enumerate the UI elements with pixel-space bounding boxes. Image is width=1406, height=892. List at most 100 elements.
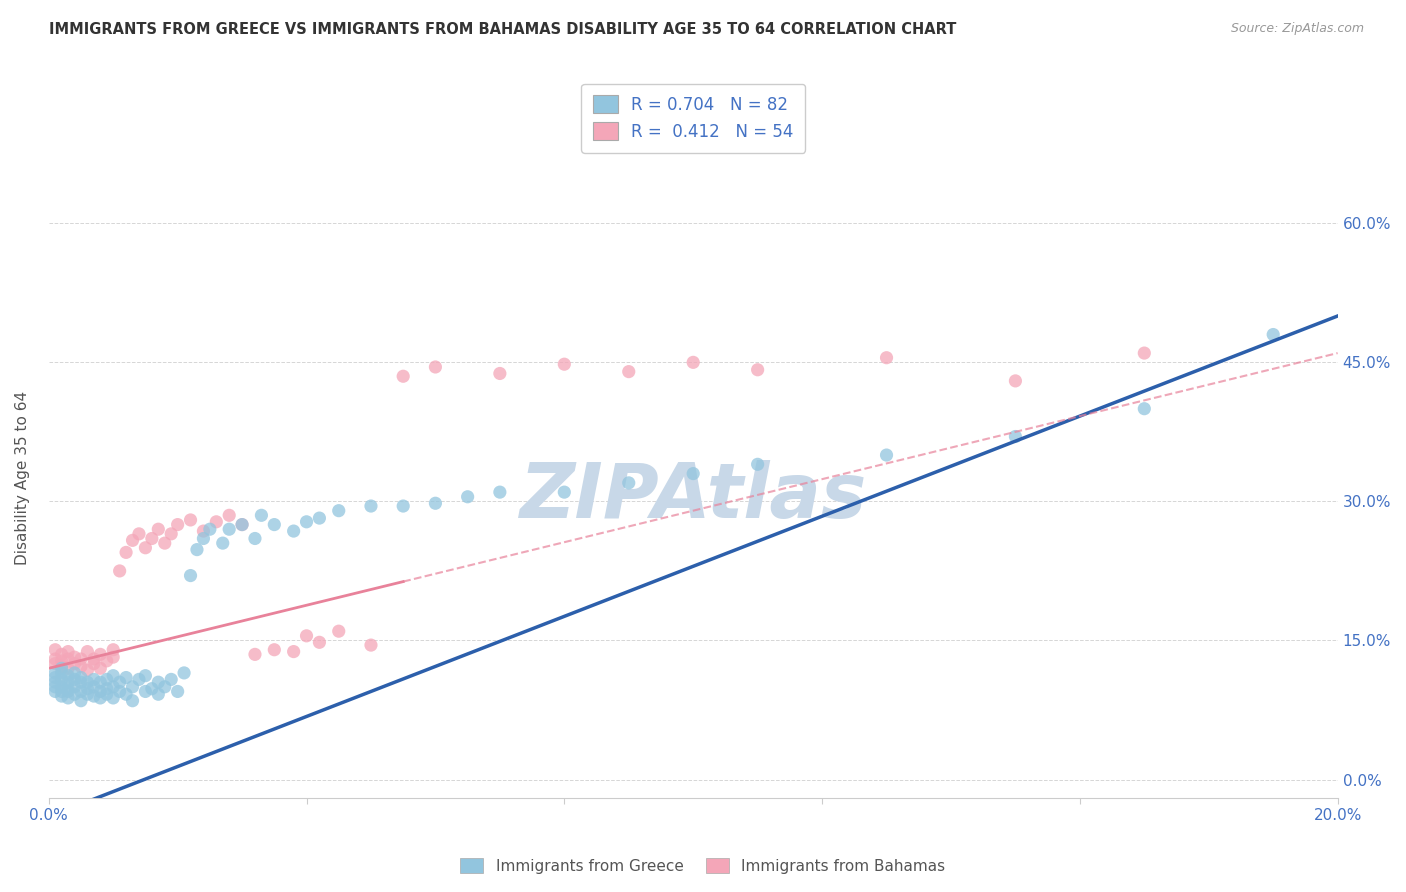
Point — [553, 357, 575, 371]
Text: Source: ZipAtlas.com: Source: ZipAtlas.com — [1230, 22, 1364, 36]
Point — [231, 517, 253, 532]
Point — [56, 669, 79, 683]
Point — [63, 680, 86, 694]
Point — [83, 657, 105, 671]
Point — [153, 680, 176, 694]
Point — [76, 675, 98, 690]
Point — [115, 671, 138, 685]
Point — [96, 681, 118, 696]
Point — [180, 513, 202, 527]
Point — [115, 545, 138, 559]
Point — [392, 369, 415, 384]
Point — [83, 673, 105, 687]
Point — [63, 657, 86, 671]
Point — [166, 684, 188, 698]
Point — [103, 669, 125, 683]
Point — [1004, 429, 1026, 443]
Point — [211, 536, 233, 550]
Point — [682, 467, 704, 481]
Point — [70, 684, 93, 698]
Point — [70, 659, 93, 673]
Point — [263, 517, 285, 532]
Point — [328, 504, 350, 518]
Point — [83, 652, 105, 666]
Point — [56, 675, 79, 690]
Point — [44, 652, 66, 666]
Point — [51, 680, 73, 694]
Point — [1133, 401, 1156, 416]
Point — [44, 675, 66, 690]
Point — [205, 515, 228, 529]
Point — [63, 665, 86, 680]
Legend: Immigrants from Greece, Immigrants from Bahamas: Immigrants from Greece, Immigrants from … — [454, 852, 952, 880]
Point — [308, 511, 330, 525]
Point — [1004, 374, 1026, 388]
Point — [76, 687, 98, 701]
Point — [392, 499, 415, 513]
Point — [51, 673, 73, 687]
Point — [231, 517, 253, 532]
Point — [56, 661, 79, 675]
Point — [148, 687, 170, 701]
Y-axis label: Disability Age 35 to 64: Disability Age 35 to 64 — [15, 392, 30, 566]
Point — [63, 673, 86, 687]
Point — [44, 680, 66, 694]
Point — [115, 687, 138, 701]
Point — [108, 675, 131, 690]
Point — [193, 532, 215, 546]
Point — [186, 542, 208, 557]
Point — [103, 680, 125, 694]
Point — [51, 659, 73, 673]
Point — [89, 690, 111, 705]
Point — [108, 684, 131, 698]
Point — [89, 648, 111, 662]
Point — [250, 508, 273, 523]
Point — [70, 694, 93, 708]
Point — [166, 517, 188, 532]
Point — [148, 675, 170, 690]
Point — [134, 669, 156, 683]
Point — [51, 654, 73, 668]
Point — [553, 485, 575, 500]
Point — [76, 644, 98, 658]
Point — [103, 642, 125, 657]
Point — [89, 661, 111, 675]
Point — [263, 642, 285, 657]
Point — [617, 365, 640, 379]
Point — [218, 522, 240, 536]
Point — [103, 650, 125, 665]
Point — [193, 524, 215, 538]
Point — [96, 654, 118, 668]
Point — [134, 541, 156, 555]
Point — [83, 689, 105, 703]
Point — [51, 684, 73, 698]
Point — [360, 638, 382, 652]
Text: IMMIGRANTS FROM GREECE VS IMMIGRANTS FROM BAHAMAS DISABILITY AGE 35 TO 64 CORREL: IMMIGRANTS FROM GREECE VS IMMIGRANTS FRO… — [49, 22, 956, 37]
Point — [489, 485, 512, 500]
Point — [76, 681, 98, 696]
Point — [56, 652, 79, 666]
Point — [425, 496, 447, 510]
Point — [308, 635, 330, 649]
Point — [96, 687, 118, 701]
Point — [121, 533, 143, 548]
Point — [148, 522, 170, 536]
Point — [1133, 346, 1156, 360]
Point — [243, 648, 266, 662]
Point — [56, 681, 79, 696]
Point — [876, 448, 898, 462]
Point — [489, 367, 512, 381]
Point — [51, 648, 73, 662]
Point — [134, 684, 156, 698]
Point — [283, 644, 305, 658]
Point — [141, 532, 163, 546]
Point — [51, 665, 73, 680]
Point — [360, 499, 382, 513]
Point — [89, 675, 111, 690]
Point — [63, 687, 86, 701]
Point — [682, 355, 704, 369]
Point — [128, 526, 150, 541]
Point — [76, 663, 98, 677]
Point — [141, 681, 163, 696]
Point — [70, 675, 93, 690]
